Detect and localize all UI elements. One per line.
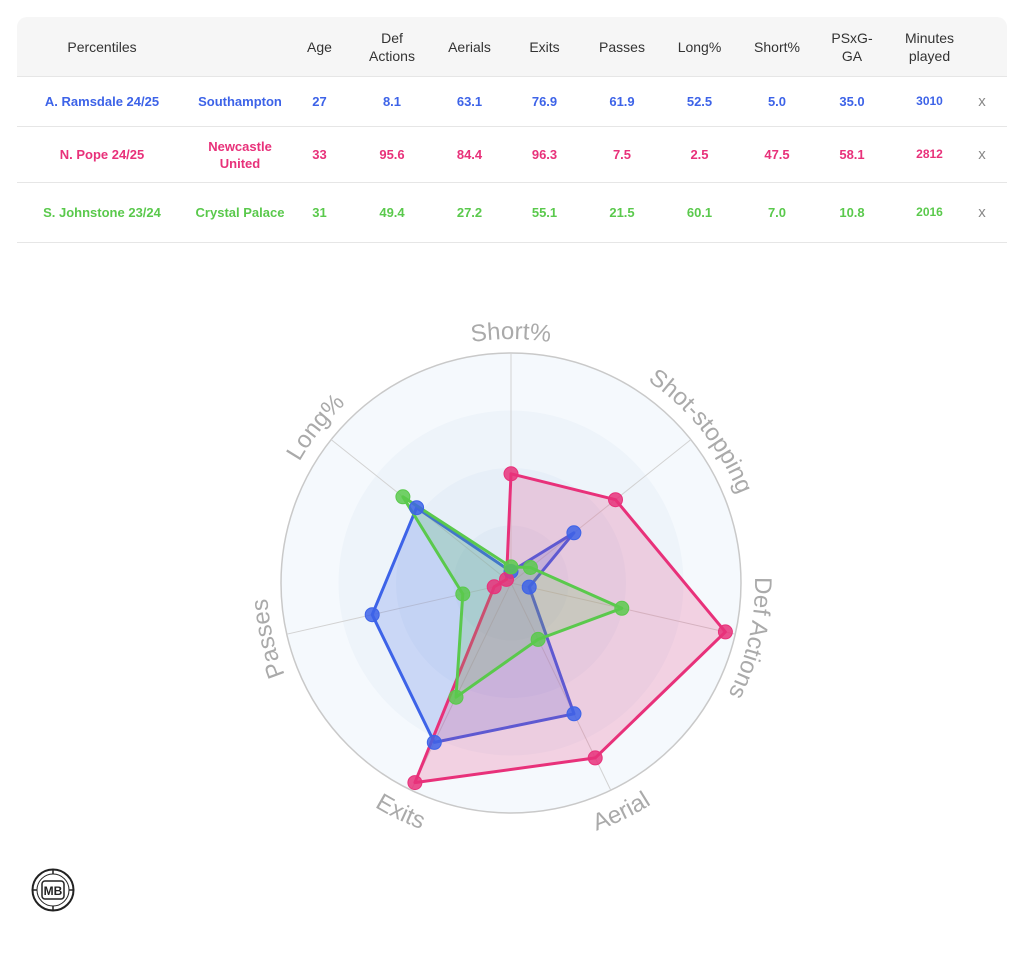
spoke: [410, 582, 512, 791]
header-short: Short%: [754, 39, 800, 55]
cell-name: A. Ramsdale 24/25: [44, 94, 160, 109]
data-point: [717, 624, 733, 640]
axis-label-text: Short%: [469, 318, 553, 348]
cell-long: 60.1: [686, 205, 713, 220]
table-row: A. Ramsdale 24/25 Southampton 27 8.1 63.1 76.…: [17, 77, 1007, 127]
header-passes: Passes: [599, 39, 645, 55]
data-point: [409, 500, 425, 516]
data-point: [426, 734, 442, 750]
brand-logo: MB: [31, 868, 75, 912]
logo-icon: MB: [31, 868, 75, 912]
data-point: [503, 559, 519, 575]
remove-row-button[interactable]: x: [978, 146, 986, 163]
header-long: Long%: [677, 39, 722, 55]
cell-exits: 55.1: [531, 205, 558, 220]
cell-name: S. Johnstone 23/24: [43, 205, 161, 220]
data-point: [566, 706, 582, 722]
header-aerials: Aerials: [448, 39, 491, 55]
cell-long: 52.5: [686, 94, 713, 109]
spoke: [286, 582, 512, 635]
comparison-table: Percentiles Age Def Actions Aerials Exits Pas…: [17, 17, 1007, 243]
data-point: [522, 560, 538, 575]
cell-aerials: 27.2: [456, 205, 483, 220]
cell-aerials: 63.1: [456, 94, 483, 109]
axis-label-text: Exits: [371, 789, 428, 835]
cell-age: 27: [312, 94, 327, 109]
cell-def: 95.6: [379, 147, 405, 162]
data-point: [364, 607, 380, 623]
data-point: [608, 492, 623, 508]
cell-short: 47.5: [764, 147, 790, 162]
cell-team: Crystal Palace: [195, 205, 285, 220]
data-point: [395, 489, 411, 505]
cell-exits: 76.9: [531, 94, 558, 109]
data-point: [448, 689, 464, 705]
table-row: N. Pope 24/25 Newcastle United 33 95.6 84.4 9…: [17, 127, 1007, 183]
data-point: [566, 525, 582, 541]
spoke: [510, 439, 692, 584]
cell-def: 49.4: [379, 205, 405, 220]
cell-name: N. Pope 24/25: [59, 147, 145, 162]
cell-minutes: 3010: [916, 94, 943, 108]
header-minutes: Minutes played: [904, 30, 955, 64]
header-exits: Exits: [529, 39, 560, 55]
data-point: [614, 600, 630, 616]
data-point: [455, 586, 471, 602]
axis-label: Exits: [371, 789, 428, 835]
header-psxg: PSxG-GA: [831, 30, 873, 64]
cell-short: 5.0: [767, 94, 787, 109]
data-point: [499, 571, 514, 587]
remove-row-button[interactable]: x: [978, 93, 986, 110]
axis-label: Short%: [469, 318, 553, 348]
cell-psxg: 35.0: [839, 94, 865, 109]
data-point: [486, 579, 502, 595]
table-body: A. Ramsdale 24/25 Southampton 27 8.1 63.1 76.…: [17, 77, 1007, 243]
data-point: [503, 466, 519, 482]
cell-aerials: 84.4: [456, 147, 483, 162]
cell-passes: 7.5: [612, 147, 632, 162]
cell-age: 31: [312, 205, 327, 220]
logo-text: MB: [44, 884, 63, 898]
cell-passes: 61.9: [609, 94, 635, 109]
remove-row-button[interactable]: x: [978, 204, 986, 221]
cell-minutes: 2812: [916, 147, 943, 161]
cell-age: 33: [312, 147, 327, 162]
table-row: S. Johnstone 23/24 Crystal Palace 31 49.4 27…: [17, 183, 1007, 243]
cell-long: 2.5: [690, 147, 709, 162]
cell-team: Southampton: [198, 94, 282, 109]
header-age: Age: [307, 39, 332, 55]
cell-psxg: 10.8: [839, 205, 865, 220]
cell-def: 8.1: [382, 94, 402, 109]
header-label: Percentiles: [67, 39, 137, 55]
cell-psxg: 58.1: [839, 147, 865, 162]
data-point: [530, 631, 546, 647]
cell-team: Newcastle United: [208, 138, 272, 171]
header-def: Def Actions: [369, 30, 415, 64]
cell-exits: 96.3: [531, 147, 558, 162]
cell-short: 7.0: [767, 205, 787, 220]
data-point: [407, 775, 423, 791]
cell-minutes: 2016: [916, 205, 943, 219]
cell-passes: 21.5: [609, 205, 635, 220]
table-header: Percentiles Age Def Actions Aerials Exits Pas…: [17, 17, 1007, 77]
data-point: [587, 750, 603, 766]
data-point: [521, 579, 537, 595]
